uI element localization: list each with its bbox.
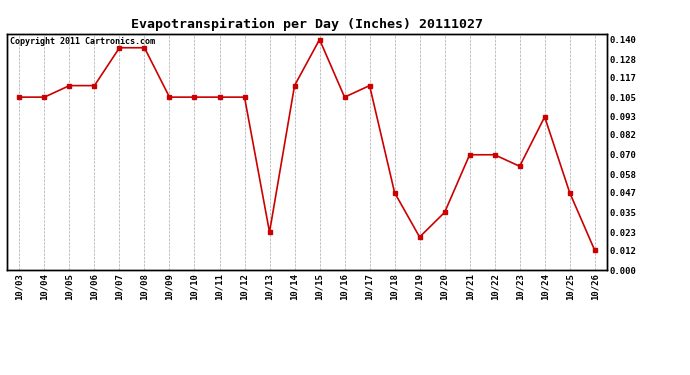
Title: Evapotranspiration per Day (Inches) 20111027: Evapotranspiration per Day (Inches) 2011… [131,18,483,31]
Text: Copyright 2011 Cartronics.com: Copyright 2011 Cartronics.com [10,37,155,46]
